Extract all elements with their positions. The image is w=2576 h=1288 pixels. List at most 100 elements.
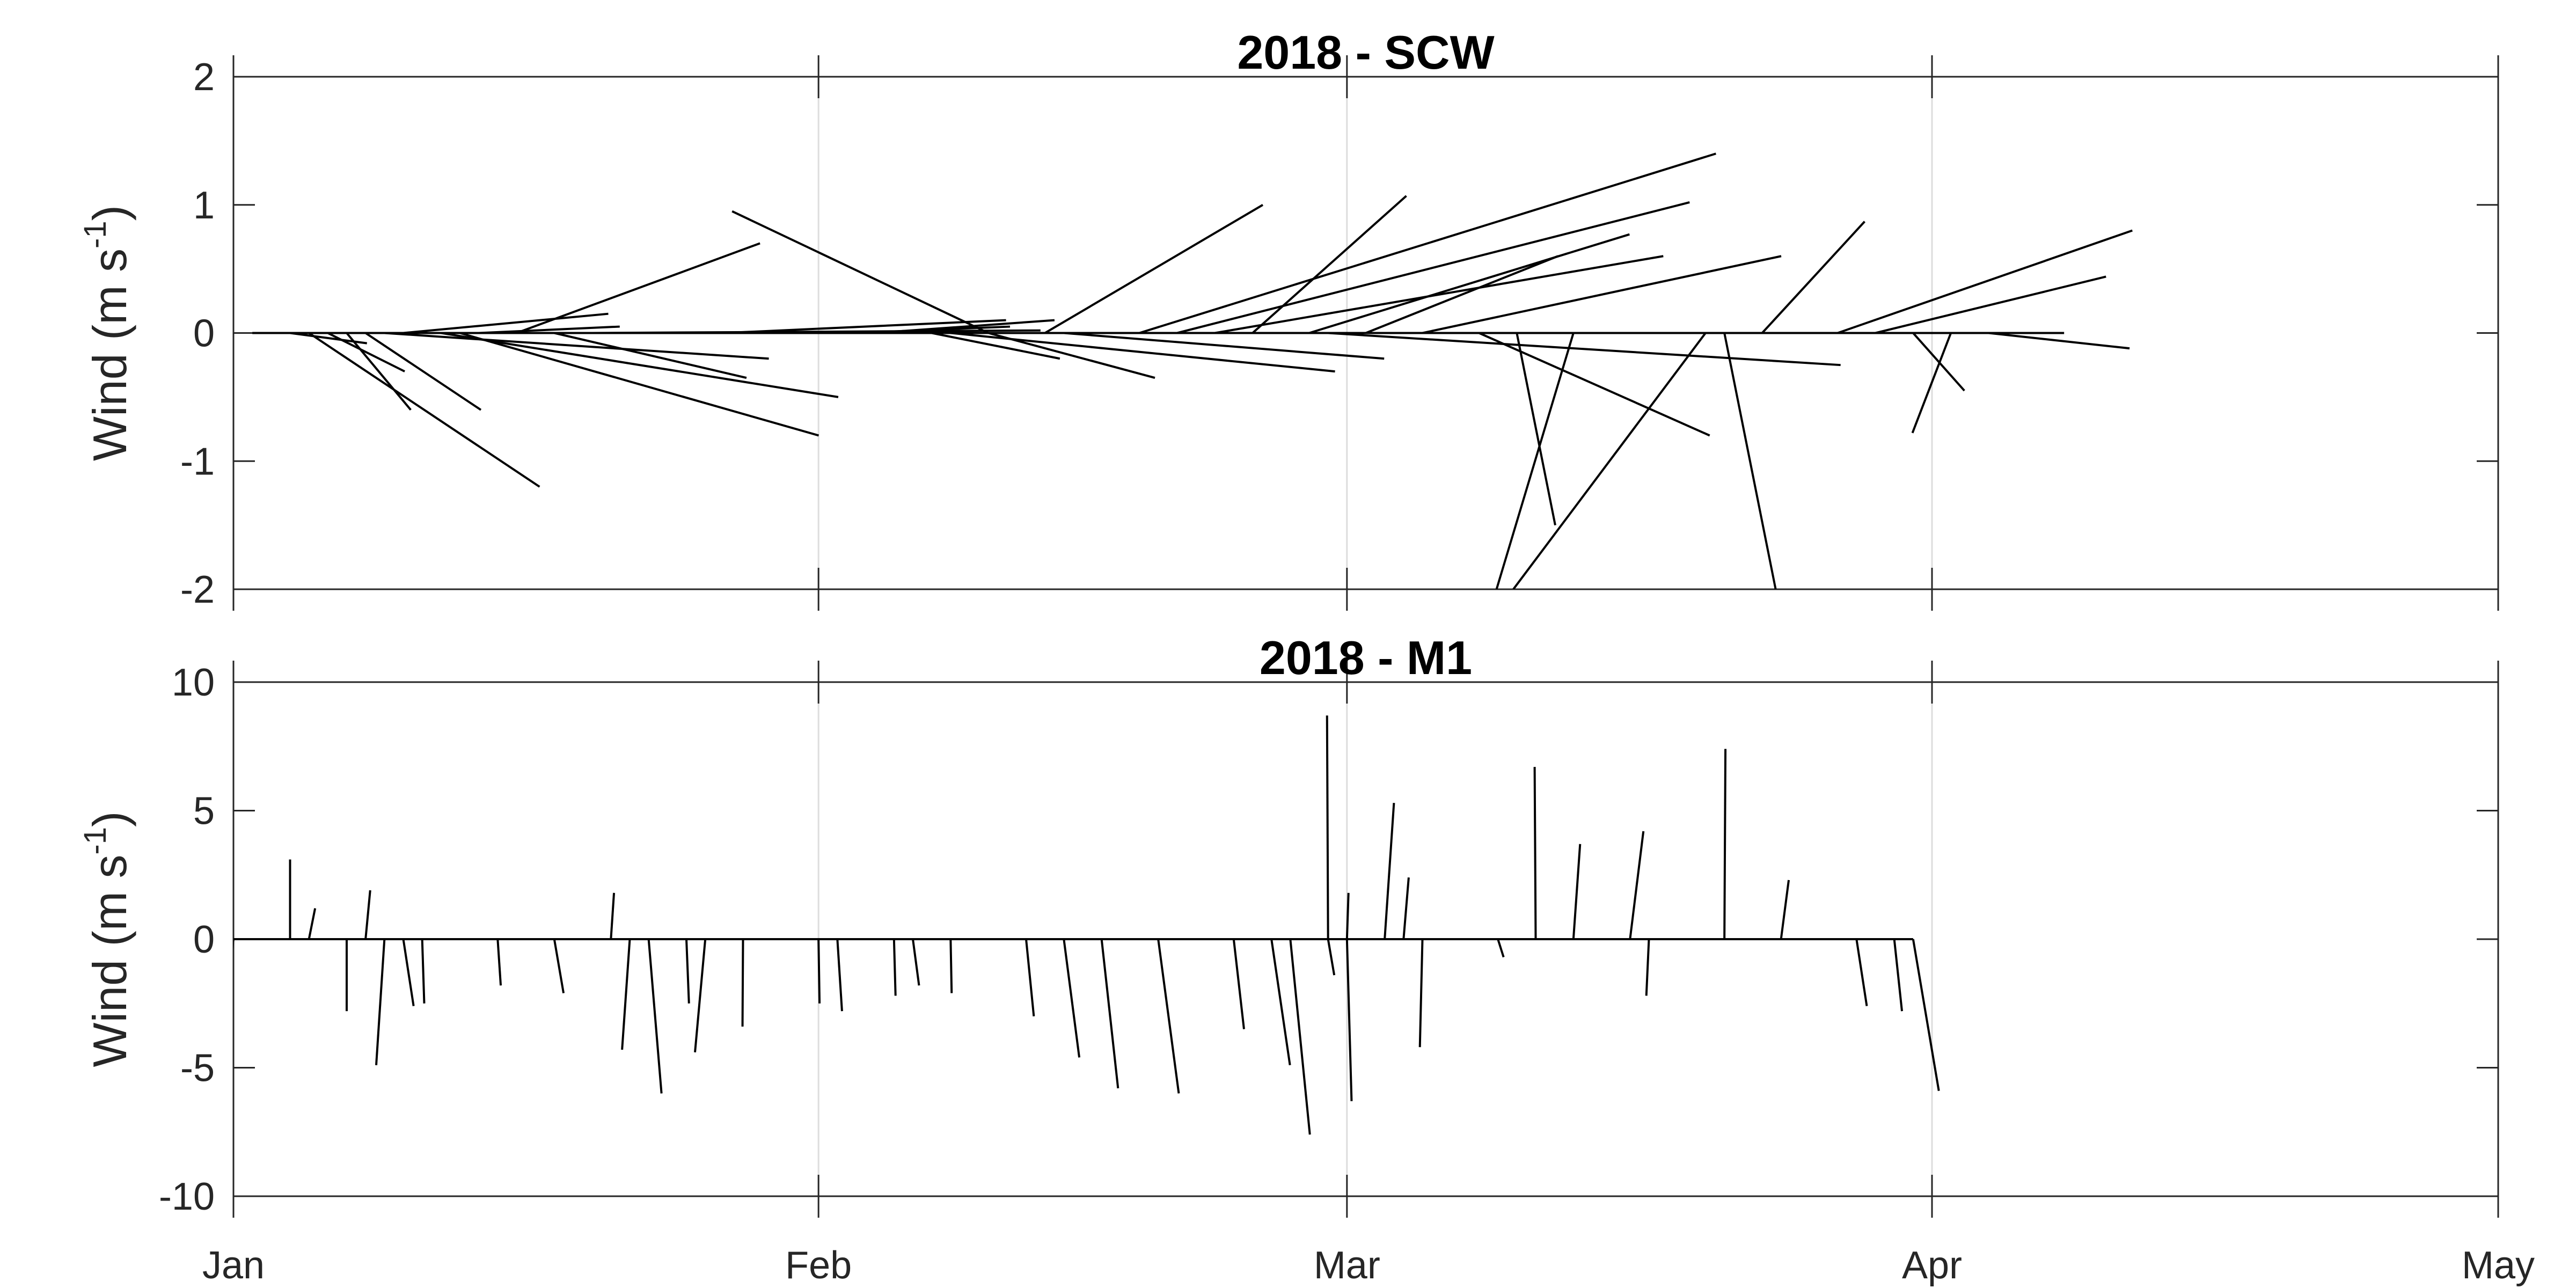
wind-stick [516, 242, 760, 334]
wind-stick [892, 939, 897, 996]
wind-stick [621, 939, 631, 1050]
wind-stick [553, 939, 565, 993]
y-axis-label: Wind (m s-1) [78, 205, 136, 461]
wind-stick [592, 329, 1041, 334]
wind-stick [364, 890, 371, 940]
wind-stick [875, 319, 1055, 334]
wind-stick [1912, 939, 1940, 1091]
wind-stick [459, 332, 819, 437]
wind-stick [402, 939, 415, 1006]
x-tick-label: Jan [202, 1244, 265, 1287]
wind-stick [1988, 332, 2130, 350]
wind-stick [1327, 939, 1336, 976]
y-tick-label: 5 [193, 790, 215, 833]
panel-1: 2 1 0 -1 -2 2018 - SCW Wind (m s-1) [78, 26, 2499, 611]
wind-stick [1044, 204, 1264, 334]
x-tick-label: Apr [1902, 1244, 1962, 1287]
wind-stick [441, 332, 839, 398]
wind-stick [1064, 332, 1385, 360]
wind-stick [308, 908, 317, 940]
y-axis-label-main: Wind (m s [83, 248, 136, 461]
wind-stick [1495, 332, 1575, 589]
wind-stick [949, 939, 953, 993]
panel-2: 10 5 0 -5 -10 Jan Feb Mar Apr May 2018 - M1 Wind (m… [78, 631, 2535, 1287]
wind-stick [931, 332, 1060, 360]
wind-stick [1025, 939, 1035, 1016]
wind-stick [327, 332, 405, 372]
wind-stick [610, 892, 616, 940]
wind-stick [988, 332, 1155, 379]
wind-stick [912, 939, 920, 986]
x-tick-label: Mar [1314, 1244, 1380, 1287]
wind-stick [1270, 939, 1291, 1066]
wind-stick [817, 939, 821, 1004]
y-axis-label-main: Wind (m s [83, 854, 136, 1067]
wind-stick [1761, 221, 1865, 334]
wind-stick [1139, 152, 1716, 334]
x-tick-label: May [2462, 1244, 2535, 1287]
wind-stick [1232, 939, 1245, 1029]
wind-stick [1289, 939, 1311, 1135]
wind-stick [1422, 255, 1782, 334]
wind-stick [1063, 939, 1081, 1058]
wind-stick [365, 332, 482, 411]
wind-stick [1384, 802, 1395, 940]
wind-stick [1214, 255, 1664, 334]
y-axis-label-superscript: -1 [78, 827, 113, 855]
y-tick-label: 0 [193, 918, 215, 961]
wind-stick [694, 939, 707, 1052]
y-tick-label: 1 [193, 184, 215, 227]
wind-stick [685, 939, 690, 1004]
wind-stick [1326, 715, 1329, 940]
wind-stick [554, 332, 747, 379]
wind-stick [1723, 749, 1727, 940]
wind-stick [403, 312, 609, 334]
y-tick-label: 2 [193, 56, 215, 99]
wind-stick [1418, 939, 1424, 1048]
wind-stick [731, 210, 989, 334]
y-axis-label-close: ) [83, 811, 136, 827]
wind-stick [1911, 332, 1952, 434]
wind-stick [1328, 332, 1841, 367]
wind-stick [1497, 939, 1505, 958]
wind-stick [1837, 229, 2133, 334]
wind-stick [1479, 332, 1710, 437]
y-tick-label: -10 [159, 1175, 215, 1218]
sticks [233, 715, 1940, 1135]
y-tick-label: -1 [180, 440, 215, 483]
wind-stick [375, 939, 386, 1065]
wind-stick [1875, 275, 2106, 334]
wind-stick [1893, 939, 1904, 1012]
wind-stick [1780, 880, 1790, 940]
wind-stick [384, 332, 769, 360]
wind-stick [1512, 332, 1707, 589]
wind-stick [1157, 939, 1180, 1094]
sticks [233, 152, 2133, 589]
y-axis-label: Wind (m s-1) [78, 811, 136, 1067]
wind-stick [1629, 831, 1645, 940]
panel-title: 2018 - M1 [1260, 631, 1472, 684]
wind-stick [836, 939, 843, 1012]
wind-stick [1176, 201, 1690, 334]
wind-stick [1252, 195, 1407, 334]
x-tick-label: Feb [785, 1244, 852, 1287]
wind-stick [421, 939, 426, 1004]
y-axis-label-superscript: -1 [78, 221, 113, 248]
wind-stick [1345, 892, 1350, 940]
wind-stick [1345, 939, 1353, 1101]
wind-stick [1723, 333, 1777, 589]
wind-stick [1572, 844, 1582, 940]
panel-title: 2018 - SCW [1237, 26, 1494, 79]
y-tick-label: -2 [180, 568, 215, 611]
wind-stick [496, 939, 502, 986]
wind-stick [647, 939, 663, 1094]
wind-stick [1516, 333, 1556, 526]
wind-stick [1308, 233, 1630, 334]
wind-stick [479, 325, 620, 334]
y-tick-label: 0 [193, 312, 215, 355]
wind-stick [346, 332, 412, 411]
wind-stick [1402, 877, 1410, 940]
wind-stick [308, 332, 540, 488]
y-tick-label: -5 [180, 1047, 215, 1090]
